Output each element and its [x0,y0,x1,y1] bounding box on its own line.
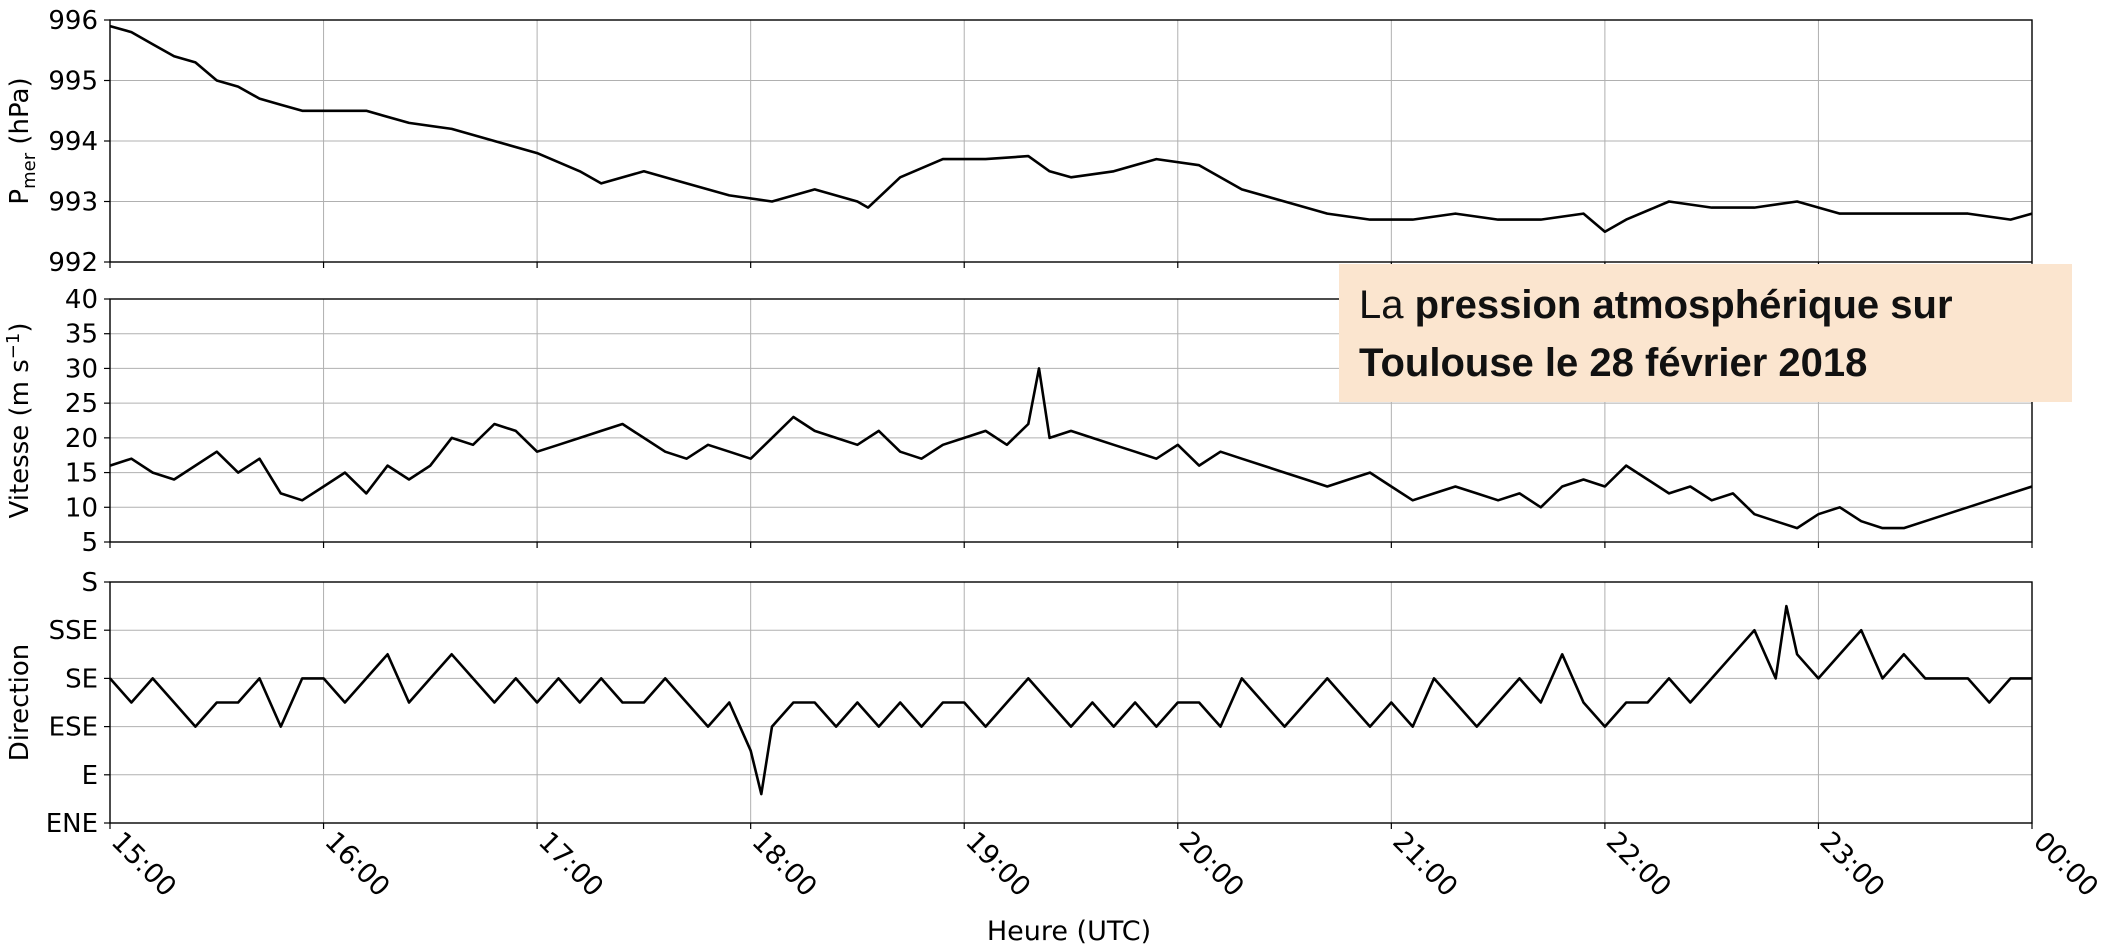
y-tick-label: ENE [46,809,98,839]
x-tick-label: 23:00 [1813,826,1890,903]
x-tick-label: 22:00 [1600,826,1677,903]
y-tick-label: SE [65,664,98,694]
x-tick-label: 18:00 [746,826,823,903]
x-tick-label: 21:00 [1386,826,1463,903]
y-tick-label: 992 [48,248,98,278]
y-tick-label: 5 [81,528,98,558]
y-tick-label: 25 [65,389,98,419]
y-axis-label: Pmer (hPa) [5,77,40,204]
y-tick-label: 996 [48,6,98,36]
panel-frame [109,19,2033,263]
y-tick-label: 35 [65,320,98,350]
y-axis-label: Vitesse (m s−1) [3,323,35,519]
x-tick-label: 15:00 [105,826,182,903]
series-line-direction [109,604,2032,796]
y-tick-label: 993 [48,188,98,218]
x-tick-label: 17:00 [532,826,609,903]
y-axis-label: Direction [5,644,35,761]
y-tick-label: 15 [65,459,98,489]
x-tick-label: 20:00 [1173,826,1250,903]
series-line-pressure [109,24,2033,234]
annotation-line2: Toulouse le 28 février 2018 [1359,341,1868,385]
y-tick-label: ESE [49,713,98,743]
y-tick-label: SSE [49,616,98,646]
y-tick-label: 995 [48,67,98,97]
y-tick-label: 994 [48,127,98,157]
x-axis-label: Heure (UTC) [987,916,1151,947]
x-tick-label: 19:00 [959,826,1036,903]
annotation-box: La pression atmosphérique sur Toulouse l… [1339,264,2072,402]
x-tick-label: 16:00 [319,826,396,903]
series-line-speed [109,367,2033,530]
x-tick-label: 00:00 [2027,826,2104,903]
y-tick-label: 40 [65,285,98,315]
annotation-prefix: La [1359,283,1415,327]
y-tick-label: 20 [65,424,98,454]
y-tick-label: 30 [65,354,98,384]
panel-frame [109,298,2033,543]
y-tick-label: 10 [65,493,98,523]
y-tick-label: S [81,568,98,598]
annotation-line1: pression atmosphérique sur [1414,283,1953,327]
y-tick-label: E [82,761,98,791]
panel-frame [109,581,2033,824]
